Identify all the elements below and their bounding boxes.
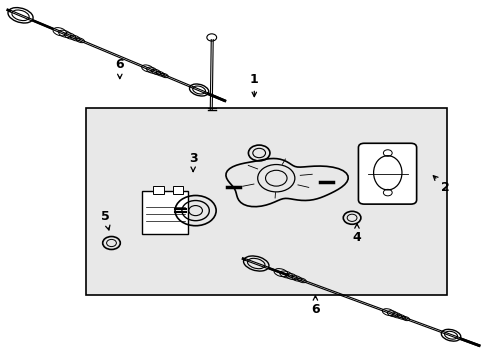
Text: 3: 3 xyxy=(188,152,197,171)
Text: 4: 4 xyxy=(352,224,361,244)
Text: 5: 5 xyxy=(101,210,110,230)
FancyBboxPatch shape xyxy=(172,186,183,194)
Text: 2: 2 xyxy=(432,176,448,194)
Text: 1: 1 xyxy=(249,73,258,96)
Text: 6: 6 xyxy=(310,296,319,316)
FancyBboxPatch shape xyxy=(153,186,163,194)
FancyBboxPatch shape xyxy=(358,143,416,204)
FancyBboxPatch shape xyxy=(85,108,447,295)
Text: 6: 6 xyxy=(115,58,124,78)
FancyBboxPatch shape xyxy=(142,191,188,234)
